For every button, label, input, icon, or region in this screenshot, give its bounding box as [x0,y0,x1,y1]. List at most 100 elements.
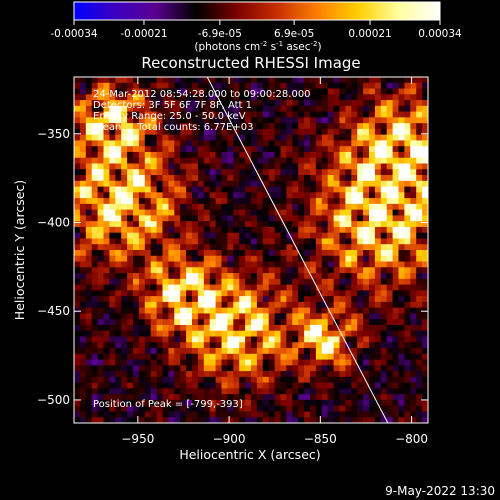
heatmap-cell [369,117,376,124]
heatmap-cell [121,365,128,372]
solar-limb-line [206,76,389,424]
heatmap-cell [133,169,140,176]
heatmap-cell [127,169,134,176]
heatmap-cell [404,180,411,188]
heatmap-cell [239,117,246,124]
heatmap-cell [103,146,110,153]
heatmap-cell [239,203,246,211]
heatmap-cell [404,175,411,182]
heatmap-cell [74,186,81,193]
heatmap-cell [398,198,405,205]
heatmap-cell [221,157,228,165]
heatmap-cell [392,226,400,234]
heatmap-cell [203,163,211,170]
heatmap-cell [268,175,276,182]
heatmap-cell [144,319,152,326]
heatmap-cell [79,376,87,384]
heatmap-cell [150,371,158,378]
heatmap-cell [168,157,175,165]
heatmap-cell [321,261,329,268]
heatmap-cell [156,151,164,159]
heatmap-cell [363,261,370,268]
heatmap-cell [121,105,128,113]
heatmap-cell [374,88,382,95]
heatmap-cell [345,307,352,315]
heatmap-cell [209,324,217,332]
heatmap-cell [422,319,428,326]
heatmap-cell [369,209,376,216]
heatmap-cell [91,359,99,366]
heatmap-cell [369,284,376,291]
heatmap-cell [215,394,223,401]
heatmap-cell [298,140,305,147]
heatmap-cell [398,94,405,101]
heatmap-cell [292,371,299,378]
heatmap-cell [109,376,116,384]
heatmap-cell [380,313,388,320]
heatmap-cell [310,348,317,355]
heatmap-cell [321,382,329,389]
heatmap-cell [245,399,252,407]
heatmap-cell [345,405,352,413]
heatmap-cell [203,290,211,297]
heatmap-cell [333,290,341,297]
heatmap-cell [168,278,175,286]
heatmap-cell [144,348,152,355]
heatmap-cell [386,267,394,274]
heatmap-cell [115,232,122,240]
heatmap-cell [203,319,211,326]
heatmap-cell [221,411,228,418]
heatmap-cell [292,146,299,153]
heatmap-cell [162,290,169,297]
heatmap-cell [115,134,122,142]
heatmap-cell [203,105,211,113]
heatmap-cell [410,244,417,251]
heatmap-cell [422,284,428,291]
heatmap-cell [256,123,264,130]
heatmap-cell [233,301,240,309]
heatmap-cell [268,244,276,251]
heatmap-cell [138,226,146,234]
heatmap-cell [327,273,335,280]
heatmap-cell [239,319,246,326]
heatmap-cell [363,267,370,274]
heatmap-cell [333,319,341,326]
heatmap-cell [127,411,134,418]
y-tick-label: −400 [37,215,70,229]
heatmap-cell [192,198,199,205]
heatmap-cell [221,192,228,199]
heatmap-cell [251,215,258,222]
heatmap-cell [138,157,146,165]
heatmap-cell [416,215,423,222]
heatmap-cell [168,215,175,222]
heatmap-cell [233,382,240,389]
heatmap-cell [410,105,417,113]
heatmap-cell [398,105,405,113]
heatmap-cell [298,307,305,315]
heatmap-cell [209,163,217,170]
heatmap-cell [227,411,234,418]
heatmap-cell [221,319,228,326]
heatmap-cell [256,238,264,245]
heatmap-cell [233,261,240,268]
heatmap-cell [363,151,370,159]
heatmap-cell [150,273,158,280]
heatmap-cell [398,301,405,309]
heatmap-cell [357,238,364,245]
heatmap-cell [268,267,276,274]
heatmap-cell [103,371,110,378]
heatmap-cell [315,342,323,349]
heatmap-cell [398,261,405,268]
heatmap-cell [392,123,400,130]
heatmap-cell [363,290,370,297]
heatmap-cell [180,180,187,188]
heatmap-cell [144,324,152,332]
heatmap-cell [150,203,158,211]
heatmap-cell [138,203,146,211]
heatmap-cell [315,192,323,199]
heatmap-cell [386,226,394,234]
heatmap-cell [374,376,382,384]
heatmap-cell [274,186,282,193]
heatmap-cell [315,209,323,216]
heatmap-cell [398,371,405,378]
